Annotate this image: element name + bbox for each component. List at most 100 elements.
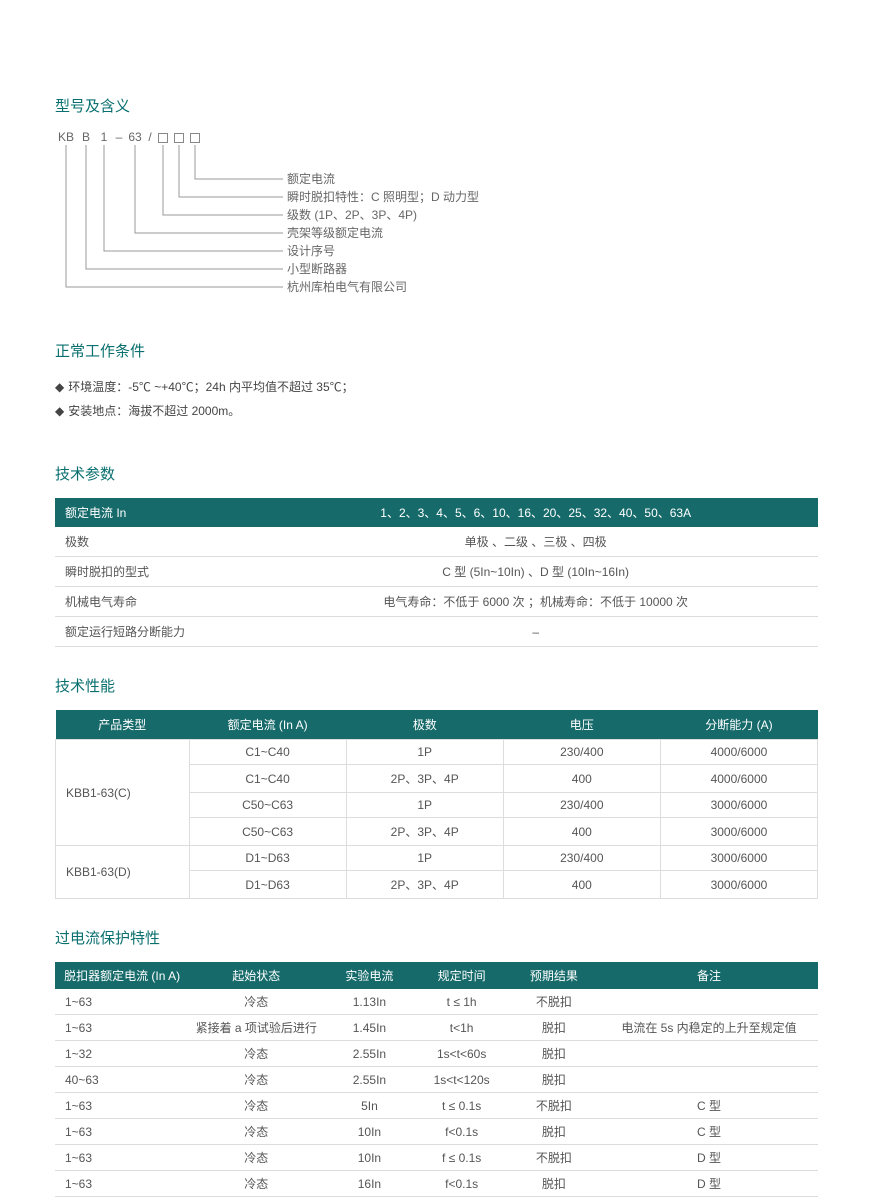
cell: 10In [323,1119,415,1145]
cell: 230/400 [503,846,660,871]
cell: 2.55In [323,1067,415,1093]
cell: 10In [323,1145,415,1171]
table-header-row: 脱扣器额定电流 (In A)起始状态实验电流规定时间预期结果备注 [55,962,818,989]
tp-label: 额定运行短路分断能力 [55,617,253,647]
cell: 2P、3P、4P [346,765,503,793]
cell: 3000/6000 [660,871,817,899]
table-row: 1~63冷态10Inf<0.1s脱扣C 型 [55,1119,818,1145]
tp-label: 极数 [55,527,253,557]
cell: 不脱扣 [508,1145,600,1171]
cell: 1~32 [55,1041,189,1067]
cell: f<0.1s [416,1171,508,1197]
cell: 电流在 5s 内稳定的上升至规定值 [600,1015,818,1041]
cell: 3000/6000 [660,846,817,871]
cell: t ≤ 1h [416,989,508,1015]
table-row: 机械电气寿命电气寿命：不低于 6000 次 ；机械寿命：不低于 10000 次 [55,587,818,617]
cell: t<1h [416,1015,508,1041]
cell: 4000/6000 [660,740,817,765]
col-header: 产品类型 [56,710,190,740]
cell: 冷态 [189,989,323,1015]
cell: 1P [346,846,503,871]
cell: 1s<t<120s [416,1067,508,1093]
cell: D1~D63 [189,846,346,871]
condition-text: 环境温度：-5℃ ~+40℃；24h 内平均值不超过 35℃； [68,380,353,394]
col-header: 分断能力 (A) [660,710,817,740]
cell: 400 [503,871,660,899]
cell: 不脱扣 [508,989,600,1015]
condition-item: ◆安装地点：海拔不超过 2000m。 [55,399,818,423]
cell [600,989,818,1015]
cell: 脱扣 [508,1041,600,1067]
model-labels: 额定电流 瞬时脱扣特性：C 照明型；D 动力型 级数 (1P、2P、3P、4P)… [287,170,479,296]
tp-value: 单极 、二级 、三极 、四极 [253,527,818,557]
cell: 1~63 [55,989,189,1015]
cell: C50~C63 [189,793,346,818]
tp-label: 机械电气寿命 [55,587,253,617]
cell: 冷态 [189,1119,323,1145]
cell: 400 [503,818,660,846]
cell: 1~63 [55,1145,189,1171]
cell: 1~63 [55,1171,189,1197]
cell: D 型 [600,1145,818,1171]
tp-label: 瞬时脱扣的型式 [55,557,253,587]
cell: 冷态 [189,1171,323,1197]
cell: 16In [323,1171,415,1197]
cell: 不脱扣 [508,1093,600,1119]
col-header: 脱扣器额定电流 (In A) [55,962,189,989]
cell: 1~63 [55,1119,189,1145]
cell: 冷态 [189,1145,323,1171]
cell: 脱扣 [508,1119,600,1145]
model-diagram: KB B 1 – 63 / 额定电流 瞬时脱扣特性：C 照明型；D 动力型 级数… [55,130,818,330]
col-header: 备注 [600,962,818,989]
cell: D 型 [600,1171,818,1197]
table-row: 1~63冷态1.13Int ≤ 1h不脱扣 [55,989,818,1015]
section-title-techperf: 技术性能 [55,675,818,696]
model-label: 设计序号 [287,242,479,260]
col-header: 预期结果 [508,962,600,989]
cell: 2.55In [323,1041,415,1067]
col-header: 起始状态 [189,962,323,989]
product-type-cell: KBB1-63(D) [56,846,190,899]
tp-value: C 型 (5In~10In) 、D 型 (10In~16In) [253,557,818,587]
cell: 400 [503,765,660,793]
cell: 脱扣 [508,1015,600,1041]
cell: D1~D63 [189,871,346,899]
cell: 冷态 [189,1041,323,1067]
cell: f ≤ 0.1s [416,1145,508,1171]
cell: f<0.1s [416,1119,508,1145]
cell: 冷态 [189,1067,323,1093]
tech-perf-table: 产品类型额定电流 (In A)极数电压分断能力 (A) KBB1-63(C)C1… [55,710,818,899]
table-row: 极数单极 、二级 、三极 、四极 [55,527,818,557]
cell: 1P [346,793,503,818]
cell [600,1067,818,1093]
condition-item: ◆环境温度：-5℃ ~+40℃；24h 内平均值不超过 35℃； [55,375,818,399]
col-header: 电压 [503,710,660,740]
section-title-conditions: 正常工作条件 [55,340,818,361]
condition-text: 安装地点：海拔不超过 2000m。 [68,404,240,418]
table-header-row: 产品类型额定电流 (In A)极数电压分断能力 (A) [56,710,818,740]
cell: C1~C40 [189,765,346,793]
cell: C50~C63 [189,818,346,846]
model-label: 壳架等级额定电流 [287,224,479,242]
model-label: 杭州库柏电气有限公司 [287,278,479,296]
table-row: 1~63冷态5Int ≤ 0.1s不脱扣C 型 [55,1093,818,1119]
cell: 1~63 [55,1015,189,1041]
cell: 脱扣 [508,1171,600,1197]
cell: C 型 [600,1119,818,1145]
model-label: 级数 (1P、2P、3P、4P) [287,206,479,224]
cell: t ≤ 0.1s [416,1093,508,1119]
section-title-techparams: 技术参数 [55,463,818,484]
cell: 1P [346,740,503,765]
cell: 2P、3P、4P [346,818,503,846]
cell: 脱扣 [508,1067,600,1093]
tech-params-table: 额定电流 In 1、2、3、4、5、6、10、16、20、25、32、40、50… [55,498,818,647]
cell: 5In [323,1093,415,1119]
table-row: 1~63冷态16Inf<0.1s脱扣D 型 [55,1171,818,1197]
cell: 紧接着 a 项试验后进行 [189,1015,323,1041]
col-header: 规定时间 [416,962,508,989]
cell: 230/400 [503,740,660,765]
cell: 1.45In [323,1015,415,1041]
model-label: 小型断路器 [287,260,479,278]
cell: C1~C40 [189,740,346,765]
tp-header-right: 1、2、3、4、5、6、10、16、20、25、32、40、50、63A [253,498,818,527]
